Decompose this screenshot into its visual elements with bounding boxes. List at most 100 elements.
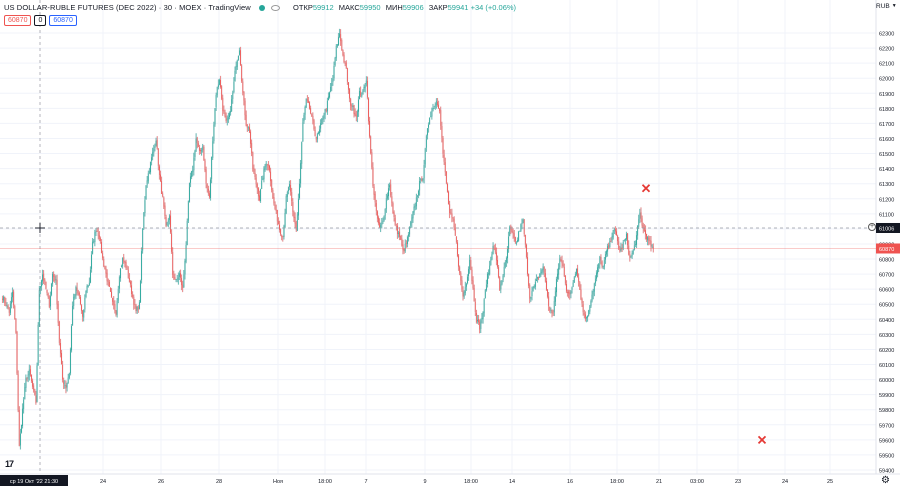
candle-body bbox=[411, 217, 413, 224]
price-tick-label: 60300 bbox=[879, 333, 894, 339]
candle-body bbox=[441, 126, 443, 138]
sell-button[interactable]: 60870 bbox=[4, 15, 32, 26]
candle-body bbox=[569, 292, 571, 295]
candle-body bbox=[191, 171, 193, 178]
candle-body bbox=[323, 114, 325, 119]
price-tick-label: 61200 bbox=[879, 197, 894, 203]
candle-body bbox=[253, 168, 255, 173]
candle-body bbox=[133, 296, 135, 305]
price-tick-label: 59700 bbox=[879, 423, 894, 429]
candle-body bbox=[33, 385, 35, 390]
candle-body bbox=[132, 294, 134, 297]
candle-body bbox=[197, 143, 199, 147]
tradingview-logo-icon[interactable]: 17 bbox=[5, 459, 14, 469]
symbol-title[interactable]: US DOLLAR-RUBLE FUTURES (DEC 2022) · 30 … bbox=[4, 3, 251, 12]
time-axis[interactable]: 24 26 28 Ноя 18:00 7 9 18:00 14 16 18:00 21 03:00 23 2… bbox=[0, 473, 900, 488]
candle-body bbox=[383, 216, 385, 221]
candle-body bbox=[294, 216, 296, 224]
candle-body bbox=[463, 292, 465, 297]
candle-body bbox=[500, 284, 502, 290]
candle-body bbox=[620, 247, 622, 251]
time-tick-label: 26 bbox=[158, 479, 164, 485]
candle-body bbox=[423, 165, 425, 179]
candle-body bbox=[556, 278, 557, 293]
candle-body bbox=[233, 81, 235, 93]
candle-body bbox=[293, 212, 295, 218]
gear-icon[interactable]: ⚙ bbox=[881, 475, 890, 486]
candle-body bbox=[561, 260, 563, 264]
candle-body bbox=[47, 293, 49, 297]
candle-body bbox=[2, 298, 3, 300]
candle-body bbox=[86, 286, 88, 292]
candle-body bbox=[627, 233, 629, 246]
candle-body bbox=[91, 254, 92, 269]
candle-body bbox=[528, 274, 530, 286]
eye-icon[interactable] bbox=[270, 5, 280, 11]
currency-selector[interactable]: RUB ▼ bbox=[876, 3, 897, 10]
candle-body bbox=[207, 188, 209, 194]
candle-body bbox=[310, 108, 312, 114]
candle-body bbox=[26, 378, 28, 380]
candle-body bbox=[388, 188, 389, 197]
candle-body bbox=[454, 227, 456, 236]
candle-body bbox=[282, 236, 284, 237]
candle-body bbox=[249, 127, 250, 133]
buy-button[interactable]: 60870 bbox=[49, 15, 77, 26]
candle-body bbox=[552, 312, 554, 314]
candle-body bbox=[626, 233, 627, 240]
candle-body bbox=[163, 197, 165, 207]
candle-body bbox=[583, 313, 585, 315]
candle-body bbox=[55, 279, 57, 280]
candle-body bbox=[123, 257, 125, 262]
candle-body bbox=[345, 62, 347, 69]
price-axis[interactable]: 59400 59500 59600 59700 59800 59900 60000 60100… bbox=[875, 0, 900, 488]
candle-body bbox=[550, 310, 552, 311]
candle-body bbox=[51, 283, 52, 295]
candle-body bbox=[527, 257, 528, 275]
candle-body bbox=[234, 70, 236, 82]
candle-body bbox=[453, 218, 455, 228]
candle-body bbox=[128, 278, 130, 283]
candle-body bbox=[429, 117, 431, 125]
candle-body bbox=[537, 277, 538, 279]
candle-body bbox=[117, 289, 119, 301]
candle-body bbox=[230, 111, 231, 113]
candle-body bbox=[215, 95, 217, 108]
candle-body bbox=[348, 82, 349, 90]
candle-body bbox=[384, 209, 386, 216]
candle-body bbox=[442, 137, 444, 154]
candle-body bbox=[382, 220, 384, 223]
candle-body bbox=[339, 33, 340, 37]
candle-body bbox=[331, 83, 333, 87]
candle-body bbox=[612, 230, 614, 238]
candle-body bbox=[273, 197, 275, 204]
candle-body bbox=[263, 168, 265, 180]
candle-body bbox=[592, 290, 594, 295]
candle-body bbox=[19, 433, 21, 446]
candle-body bbox=[334, 57, 336, 66]
candle-body bbox=[649, 240, 651, 242]
candle-body bbox=[222, 97, 224, 111]
candle-body bbox=[250, 131, 251, 144]
candle-body bbox=[212, 141, 214, 158]
candle-body bbox=[246, 124, 248, 128]
candle-body bbox=[167, 219, 169, 222]
candle-body bbox=[487, 273, 488, 285]
candle-body bbox=[449, 204, 451, 214]
candle-body bbox=[580, 289, 582, 300]
candle-body bbox=[493, 246, 495, 248]
candle-body bbox=[309, 102, 310, 109]
candle-body bbox=[593, 283, 595, 292]
candle-body bbox=[414, 205, 416, 208]
candle-body bbox=[183, 274, 185, 288]
candle-body bbox=[618, 241, 620, 249]
candle-body bbox=[136, 306, 138, 311]
candle-body bbox=[239, 50, 240, 55]
high-value: 59950 bbox=[359, 3, 381, 12]
candle-body bbox=[483, 299, 485, 314]
open-value: 59912 bbox=[312, 3, 334, 12]
candle-body bbox=[45, 281, 47, 289]
add-alert-icon[interactable]: + bbox=[868, 223, 876, 231]
